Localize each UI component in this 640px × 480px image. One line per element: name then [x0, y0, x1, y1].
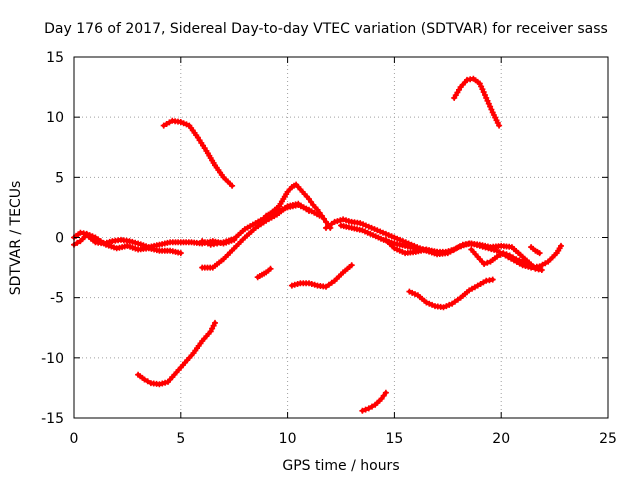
y-tick-label: 15 [46, 50, 64, 66]
y-tick-label: -5 [50, 291, 64, 307]
data-point-marker [503, 251, 510, 258]
data-point-marker [229, 182, 236, 189]
data-point-marker [496, 122, 503, 129]
x-tick-label: 0 [70, 431, 79, 447]
y-tick-label: 10 [46, 110, 64, 126]
data-point-marker [267, 265, 274, 272]
data-point-marker [162, 379, 169, 386]
data-point-marker [497, 251, 504, 258]
data-series-trace-9 [135, 319, 218, 388]
data-point-marker [74, 239, 81, 246]
data-point-marker [500, 250, 507, 257]
y-tick-label: 5 [55, 170, 64, 186]
data-point-marker [536, 250, 543, 257]
data-point-marker [362, 406, 369, 413]
data-point-marker [337, 217, 344, 224]
x-tick-label: 5 [176, 431, 185, 447]
x-tick-label: 10 [279, 431, 297, 447]
data-point-marker [359, 407, 366, 414]
data-point-marker [365, 405, 372, 412]
data-point-marker [320, 215, 327, 222]
data-point-marker [306, 208, 312, 214]
data-point-marker [177, 250, 184, 257]
data-point-marker [538, 267, 545, 273]
data-point-marker [412, 291, 418, 298]
data-point-marker [340, 216, 347, 223]
data-series-trace-14 [406, 276, 496, 311]
data-point-marker [506, 252, 513, 259]
data-point-marker [426, 300, 433, 307]
data-series-trace-7 [254, 265, 274, 281]
data-point-marker [522, 260, 529, 267]
data-point-marker [440, 304, 447, 311]
data-point-marker [481, 261, 488, 267]
data-point-marker [434, 248, 441, 255]
data-series-trace-16 [468, 246, 545, 273]
data-series [71, 75, 564, 414]
data-point-marker [526, 262, 532, 269]
data-point-marker [484, 259, 491, 266]
y-tick-label: -15 [41, 411, 64, 427]
axes: 0 5 10 15 20 25 -15 -10 -5 0 5 10 15 [41, 50, 617, 447]
data-point-marker [446, 301, 453, 308]
x-tick-label: 25 [599, 431, 617, 447]
data-point-marker [516, 257, 523, 264]
data-point-marker [288, 282, 295, 289]
data-series-trace-5 [199, 200, 312, 271]
data-series-trace-12 [382, 236, 441, 257]
data-point-marker [519, 258, 526, 265]
data-point-marker [558, 242, 564, 249]
data-point-marker [212, 319, 218, 326]
y-axis-title: SDTVAR / TECUs [8, 181, 24, 296]
x-axis-title: GPS time / hours [282, 458, 399, 474]
data-series-trace-2 [71, 229, 184, 257]
plot-border [73, 56, 609, 419]
data-series-trace-15 [451, 75, 503, 129]
data-series-trace-17 [528, 244, 543, 257]
data-point-marker [348, 262, 355, 269]
data-point-marker [369, 403, 375, 410]
data-point-marker [489, 276, 496, 283]
data-point-marker [493, 253, 500, 260]
data-point-marker [513, 256, 520, 263]
data-point-marker [509, 254, 516, 261]
x-tick-label: 15 [385, 431, 403, 447]
data-series-trace-13 [359, 389, 389, 414]
data-series-trace-3 [160, 117, 236, 189]
data-point-marker [144, 378, 151, 385]
data-point-marker [529, 264, 536, 270]
chart-title: Day 176 of 2017, Sidereal Day-to-day VTE… [44, 21, 608, 37]
x-tick-label: 20 [492, 431, 510, 447]
data-point-marker [382, 389, 389, 396]
data-series-trace-8 [288, 262, 355, 290]
data-point-marker [141, 376, 148, 383]
y-tick-label: 0 [55, 231, 64, 247]
y-tick-label: -10 [41, 351, 64, 367]
